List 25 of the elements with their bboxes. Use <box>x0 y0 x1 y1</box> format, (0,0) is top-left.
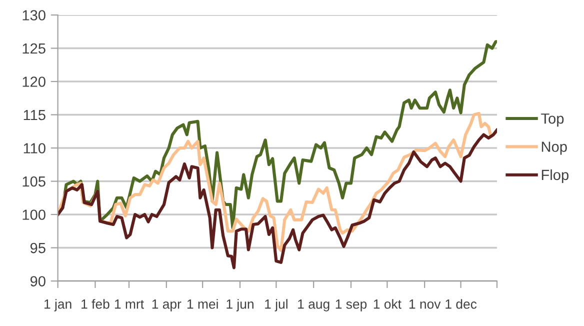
x-tick-label: 1 nov <box>409 300 441 309</box>
legend-label: Flop <box>542 169 568 183</box>
legend-label: Top <box>541 114 564 127</box>
x-tick-label: 1 okt <box>374 299 402 309</box>
y-tick-label: 110 <box>24 143 46 154</box>
x-tick-label: 1 feb <box>82 299 110 309</box>
x-tick-label: 1 jan <box>44 299 72 312</box>
y-tick-label: 90 <box>30 276 46 286</box>
legend-label: Nop <box>542 142 567 155</box>
x-tick-label: 1 aug <box>298 300 330 312</box>
line-series <box>58 128 497 270</box>
x-tick-label: 1 sep <box>336 300 367 312</box>
y-tick-label: 95 <box>30 242 46 254</box>
y-tick-label: 120 <box>22 76 46 87</box>
x-tick-label: 1 dec <box>446 299 477 309</box>
y-tick-label: 130 <box>22 10 46 20</box>
y-tick-label: 100 <box>22 210 46 220</box>
x-tick-label: 1 apr <box>152 300 182 312</box>
x-tick-label: 1 jul <box>265 299 288 312</box>
x-tick-label: 1 mei <box>187 299 218 309</box>
x-tick-label: 1 mrt <box>114 300 144 309</box>
y-tick-label: 105 <box>22 176 46 187</box>
x-tick-label: 1 jun <box>226 299 254 312</box>
y-tick-label: 115 <box>24 110 46 120</box>
y-tick-label: 125 <box>22 43 46 54</box>
